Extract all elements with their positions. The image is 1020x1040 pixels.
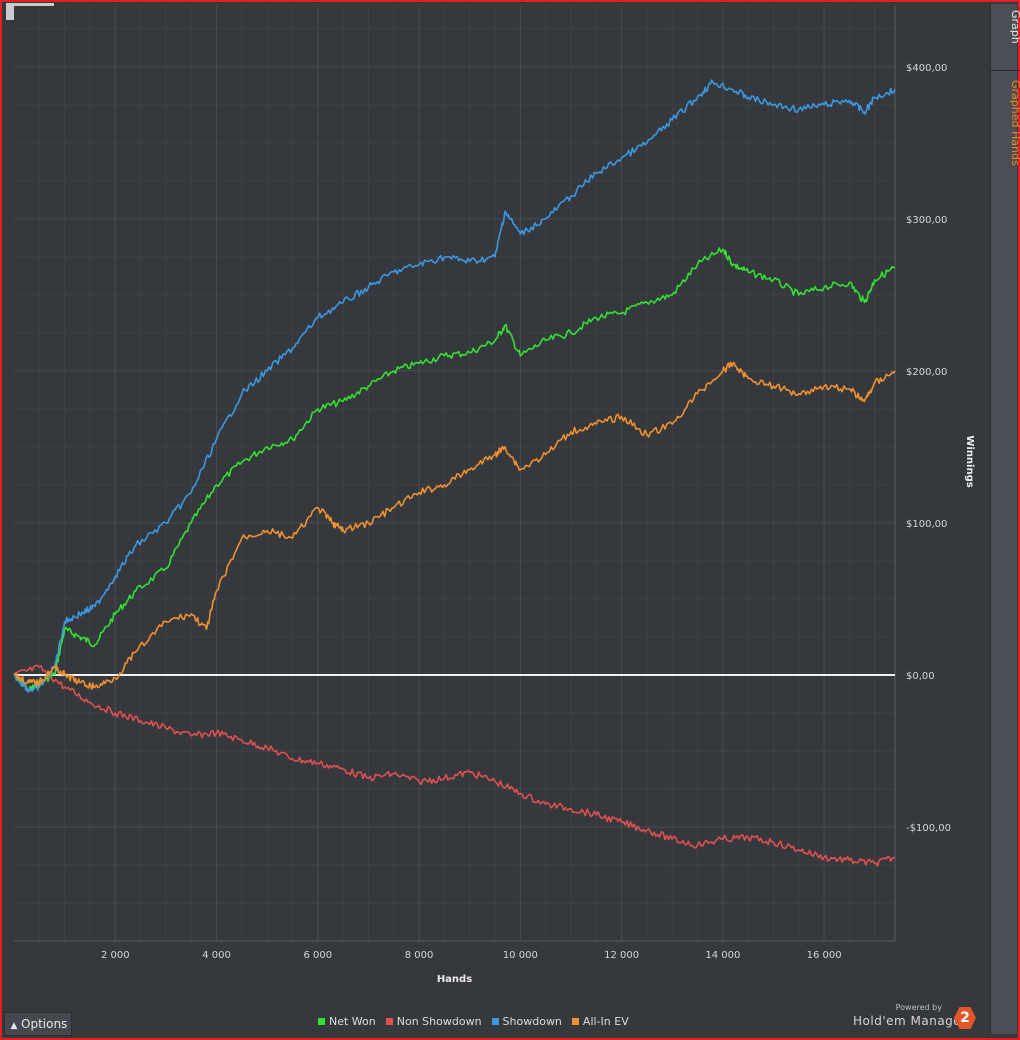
chevron-up-icon: ▲ [10, 1021, 18, 1031]
brand-badge-icon: 2 [954, 1007, 976, 1029]
x-tick-label: 10 000 [503, 950, 538, 961]
legend-label: All-In EV [582, 1014, 629, 1028]
plot-area [14, 6, 895, 941]
x-tick-label: 14 000 [705, 950, 740, 961]
series-line-showdown [13, 79, 896, 693]
legend-swatch [491, 1017, 499, 1025]
legend-swatch [318, 1017, 325, 1025]
brand-logo: Powered by Hold'em Manager 2 [850, 1003, 980, 1033]
winnings-chart: 2 000 4 000 6 000 8 000 10 000 12 000 14 000 16… [13, 6, 975, 985]
tab-graphed-hands[interactable]: Graphed Hands [1009, 80, 1020, 166]
legend-item-showdown: Showdown [491, 1013, 562, 1029]
legend-label: Net Won [329, 1014, 376, 1028]
legend-swatch [571, 1017, 579, 1025]
x-tick-label: 6 000 [303, 950, 332, 961]
y-tick-label: $400,00 [906, 63, 947, 74]
x-tick-label: 12 000 [604, 950, 639, 961]
legend-item-non-showdown: Non Showdown [385, 1013, 482, 1029]
tab-graph[interactable]: Graph [991, 10, 1020, 71]
options-button[interactable]: ▲ Options [4, 1012, 72, 1036]
legend-item-all-in-ev: All-In EV [571, 1013, 629, 1029]
side-panel: Graph Graphed Hands [990, 4, 1020, 1034]
legend-label: Non Showdown [396, 1014, 482, 1028]
series-line-all-in-ev [13, 361, 896, 690]
y-tick-label: -$100,00 [906, 823, 951, 834]
legend-label: Showdown [502, 1014, 562, 1028]
y-tick-label: $0,00 [906, 671, 935, 682]
brand-name: Hold'em Manager [853, 1014, 967, 1028]
chart-legend: Net Won Non Showdown Showdown All-In EV [318, 1013, 629, 1029]
y-tick-label: $300,00 [906, 215, 947, 226]
legend-swatch [385, 1017, 393, 1025]
powered-by-text: Powered by [895, 1003, 942, 1012]
x-tick-label: 8 000 [405, 950, 434, 961]
y-tick-label: $200,00 [906, 367, 947, 378]
legend-item-net-won: Net Won [318, 1013, 376, 1029]
x-axis-label: Hands [437, 974, 472, 985]
series-line-net-won [13, 247, 896, 691]
y-tick-label: $100,00 [906, 519, 947, 530]
x-tick-label: 2 000 [101, 950, 130, 961]
options-button-label: Options [21, 1017, 68, 1031]
series-line-non-showdown [13, 664, 896, 867]
x-tick-label: 16 000 [807, 950, 842, 961]
y-axis-label: Winnings [964, 435, 975, 487]
x-tick-label: 4 000 [202, 950, 231, 961]
